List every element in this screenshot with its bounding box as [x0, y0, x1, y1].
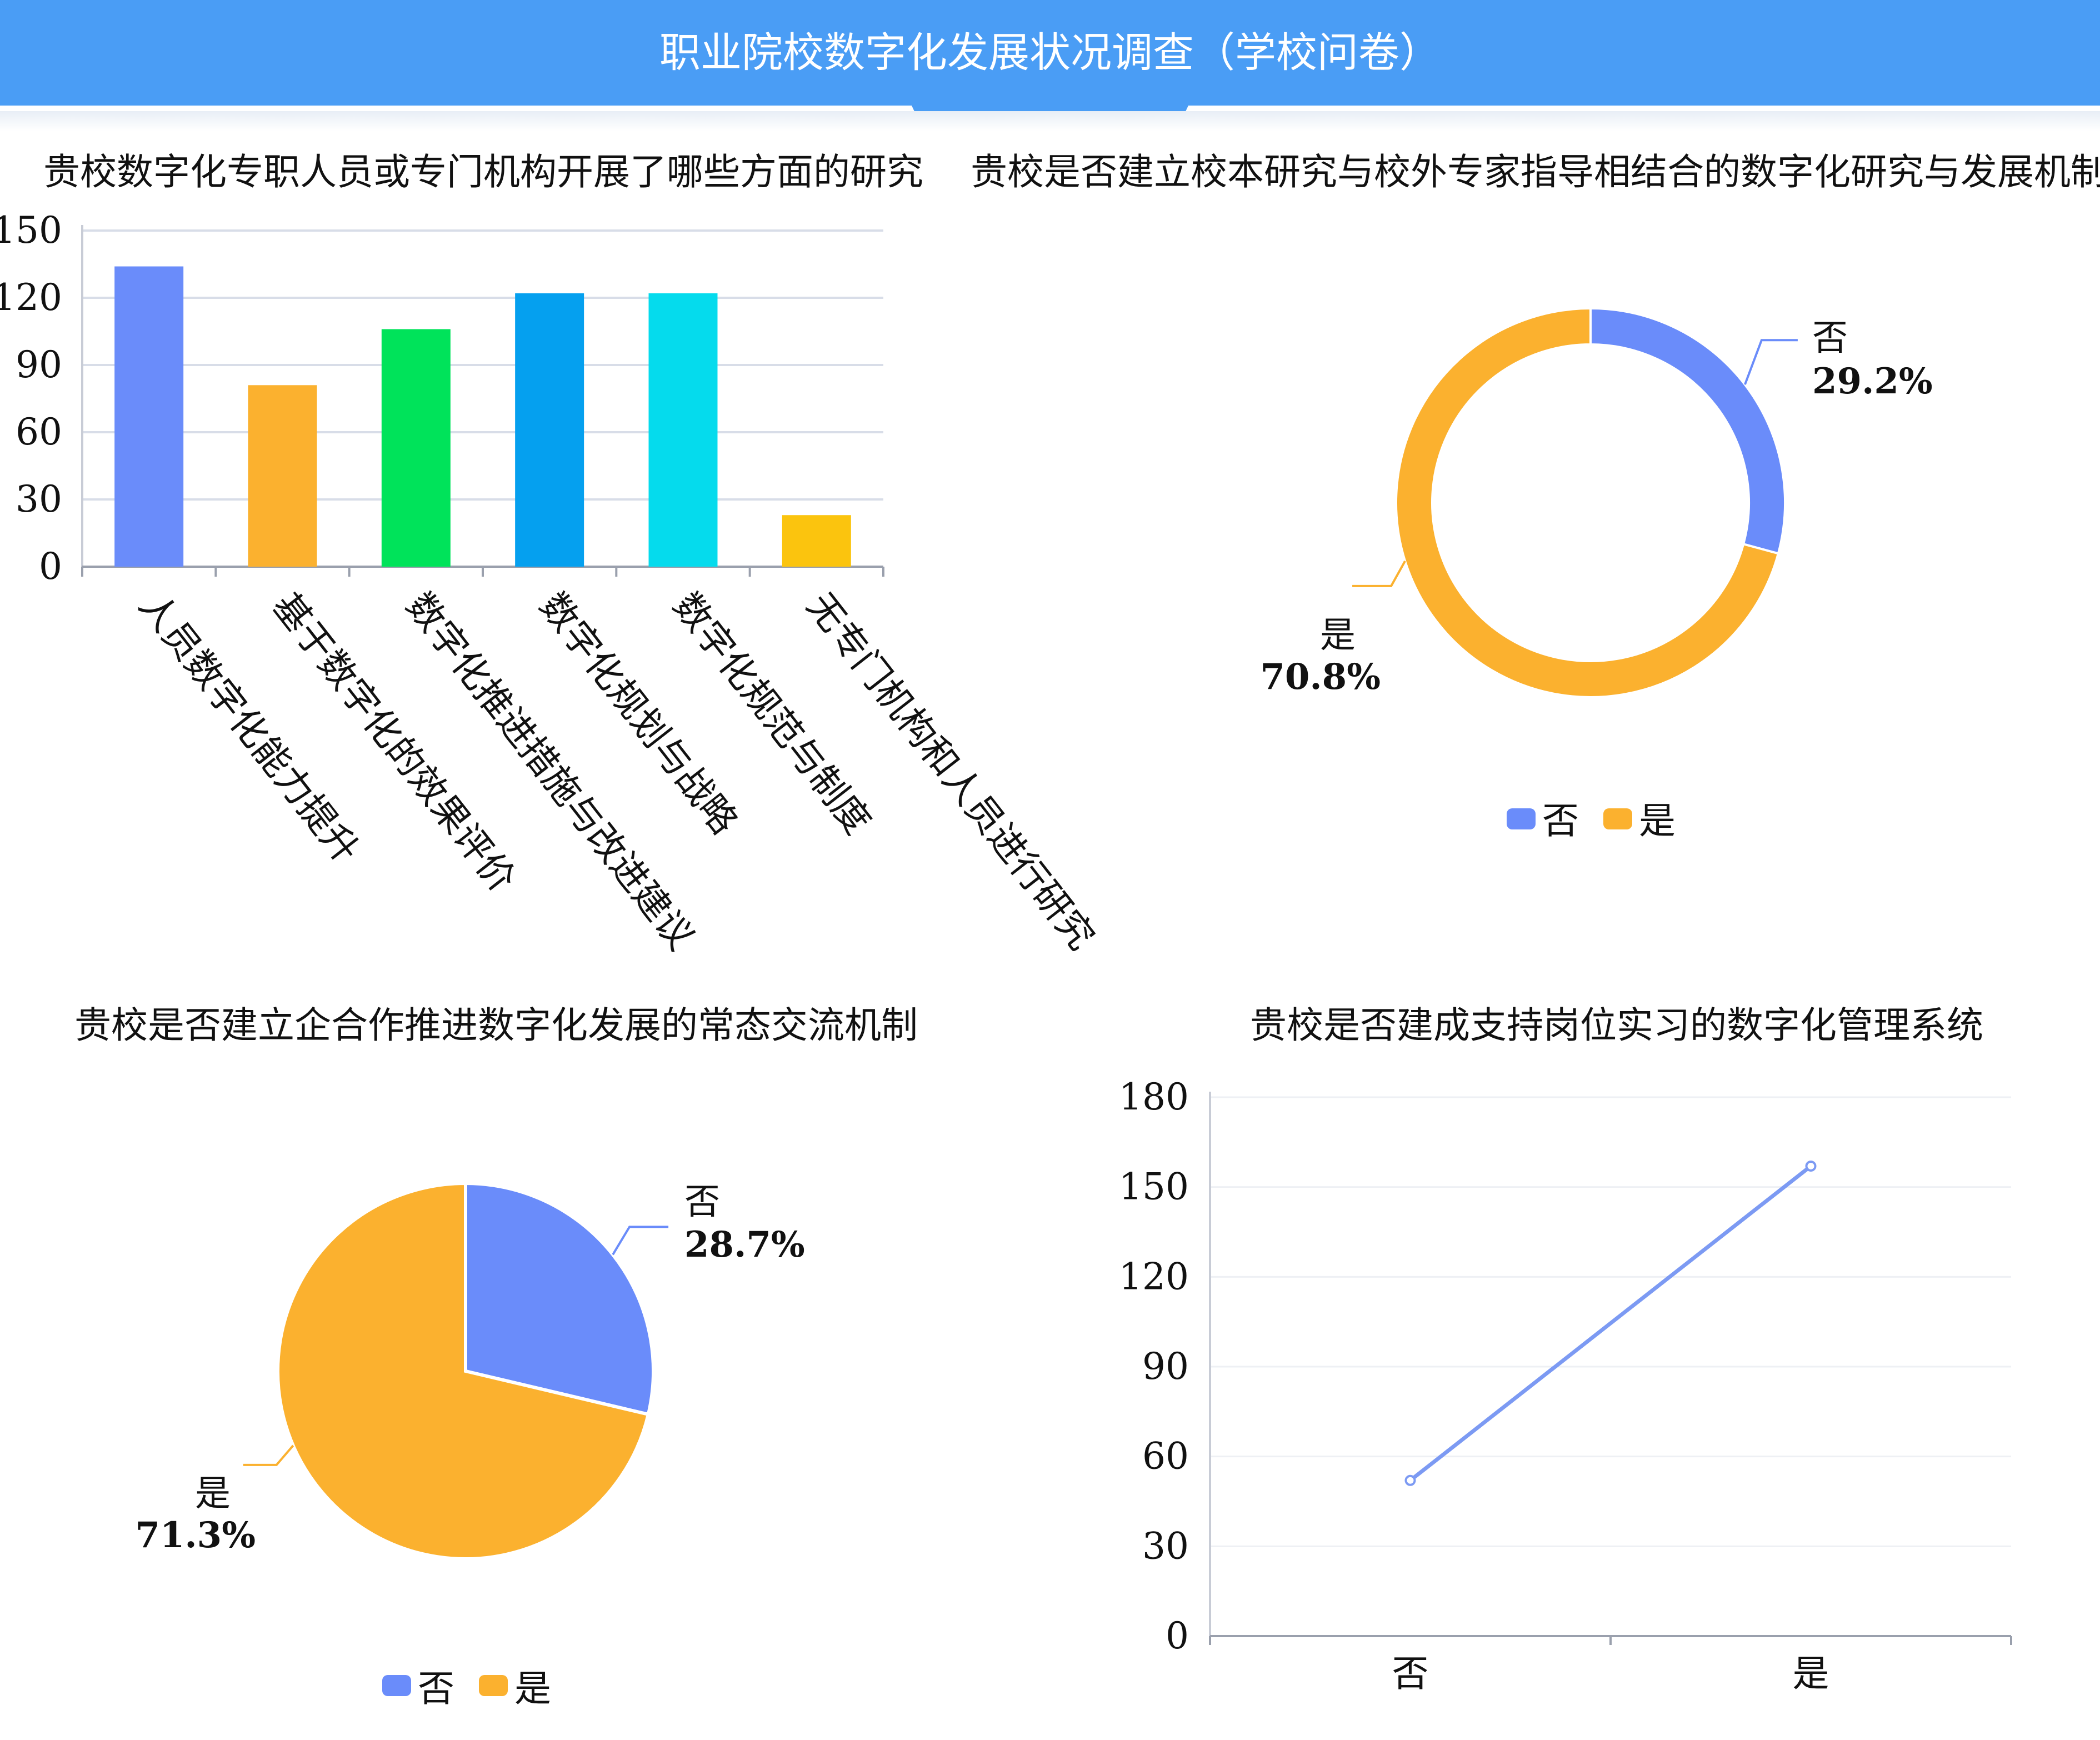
x-tick-label: 基于数字化的效果评价: [264, 584, 524, 899]
legend-swatch-yes: [479, 1675, 508, 1696]
chart-title: 贵校是否建立校本研究与校外专家指导相结合的数字化研究与发展机制: [971, 151, 2100, 193]
data-point-1: [1404, 1474, 1416, 1486]
data-point-2: [1805, 1160, 1817, 1172]
legend-label-no: 否: [418, 1667, 454, 1710]
donut-chart: 贵校是否建立校本研究与校外专家指导相结合的数字化研究与发展机制否29.2%是70…: [971, 151, 2100, 842]
leader-line-yes: [1352, 560, 1406, 587]
y-tick-label: 150: [0, 209, 62, 252]
bar-chart: 贵校数字化专职人员或专门机构开展了哪些方面的研究0306090120150人员数…: [0, 151, 1103, 958]
y-tick-label: 150: [1119, 1166, 1189, 1208]
y-tick-label: 180: [1119, 1076, 1189, 1118]
title-banner: [0, 0, 2100, 106]
y-tick-label: 60: [1142, 1435, 1189, 1478]
pie-chart: 贵校是否建立企合作推进数字化发展的常态交流机制否28.7%是71.3%否是: [74, 1004, 918, 1710]
slice-label-yes: 71.3%: [135, 1514, 256, 1556]
slice-label-yes: 70.8%: [1260, 656, 1381, 698]
leader-line-no: [1744, 339, 1798, 385]
donut-slice-2: [1395, 307, 1780, 698]
pie-slice-2: [276, 1181, 651, 1561]
bar-3: [381, 329, 451, 567]
slice-label-no: 28.7%: [684, 1224, 805, 1266]
chart-title: 贵校数字化专职人员或专门机构开展了哪些方面的研究: [43, 151, 923, 193]
y-tick-label: 90: [16, 343, 62, 386]
title-banner-shadow: [0, 111, 2100, 131]
y-tick-label: 30: [1142, 1524, 1189, 1567]
legend-swatch-no: [1507, 808, 1536, 829]
slice-name-no: 否: [1812, 318, 1848, 359]
bar-5: [648, 293, 718, 567]
y-tick-label: 30: [16, 478, 62, 521]
y-tick-label: 0: [39, 545, 62, 588]
x-tick-label: 否: [1392, 1652, 1429, 1695]
chart-title: 贵校是否建成支持岗位实习的数字化管理系统: [1250, 1004, 1983, 1047]
legend-label-yes: 是: [1639, 799, 1676, 842]
y-tick-label: 120: [0, 276, 62, 319]
slice-name-yes: 是: [195, 1473, 231, 1514]
slice-label-no: 29.2%: [1812, 361, 1933, 402]
donut-slice-1: [1589, 307, 1786, 555]
legend-label-no: 否: [1542, 799, 1579, 842]
y-tick-label: 0: [1166, 1614, 1189, 1657]
chart-title: 贵校是否建立企合作推进数字化发展的常态交流机制: [74, 1004, 918, 1047]
series-line: [1409, 1164, 1812, 1482]
slice-name-no: 否: [684, 1182, 720, 1223]
bar-4: [515, 293, 584, 567]
y-tick-label: 120: [1119, 1255, 1189, 1298]
bar-1: [114, 266, 184, 567]
line-chart: 贵校是否建成支持岗位实习的数字化管理系统 0 30 60 90 120 150 180 否 是: [1119, 1004, 2012, 1695]
bar-2: [248, 385, 317, 567]
leader-line-yes: [243, 1444, 294, 1466]
y-tick-label: 90: [1142, 1345, 1189, 1388]
legend-label-yes: 是: [514, 1667, 551, 1710]
legend-swatch-yes: [1603, 808, 1632, 829]
page-title: 职业院校数字化发展状况调查（学校问卷）: [659, 29, 1441, 77]
x-tick-label: 是: [1793, 1652, 1829, 1695]
bar-6: [782, 515, 851, 567]
leader-line-no: [612, 1226, 669, 1256]
legend-swatch-no: [382, 1675, 411, 1696]
slice-name-yes: 是: [1320, 615, 1356, 656]
y-tick-label: 60: [16, 411, 62, 453]
